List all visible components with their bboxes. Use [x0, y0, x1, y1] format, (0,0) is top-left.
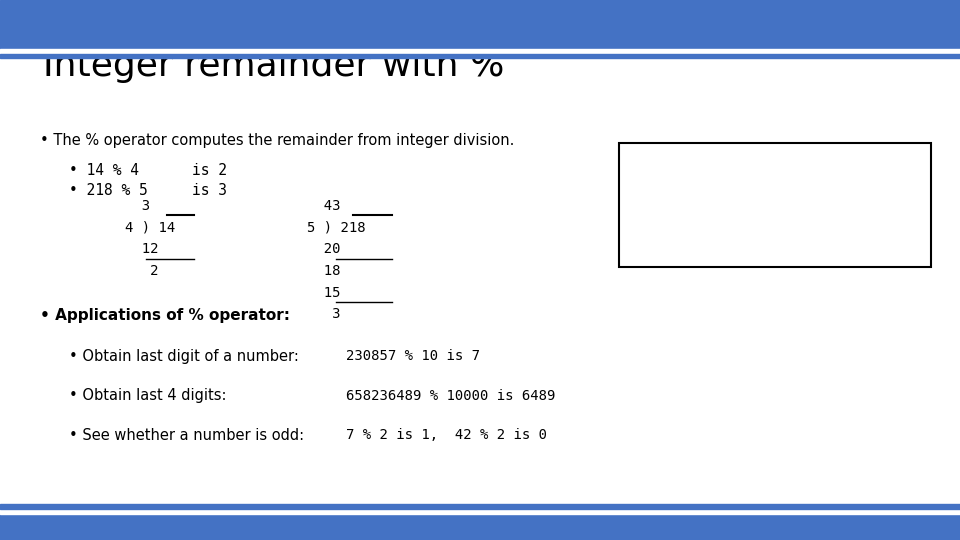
Bar: [619, 143, 931, 267]
Text: is 2: is 2: [192, 163, 227, 178]
Text: What is the result?: What is the result?: [631, 156, 804, 171]
Text: 5 ) 218: 5 ) 218: [307, 221, 366, 235]
Text: 3: 3: [307, 307, 341, 321]
Text: 3: 3: [125, 199, 150, 213]
Bar: [0, 504, 960, 509]
Text: 8 % 20: 8 % 20: [631, 228, 681, 242]
Text: 2: 2: [125, 264, 158, 278]
Text: • Obtain last digit of a number:: • Obtain last digit of a number:: [69, 349, 299, 364]
Text: 4 ) 14: 4 ) 14: [125, 221, 175, 235]
Text: 11 % 0: 11 % 0: [631, 252, 681, 266]
Text: 43: 43: [307, 199, 341, 213]
Text: 230857 % 10 is 7: 230857 % 10 is 7: [346, 349, 480, 363]
Text: is 3: is 3: [192, 183, 227, 198]
Text: • 14 % 4: • 14 % 4: [69, 163, 139, 178]
Text: 658236489 % 10000 is 6489: 658236489 % 10000 is 6489: [346, 389, 555, 403]
Text: 7 % 2 is 1,  42 % 2 is 0: 7 % 2 is 1, 42 % 2 is 0: [346, 428, 546, 442]
Text: • Obtain last 4 digits:: • Obtain last 4 digits:: [69, 388, 227, 403]
Text: 12: 12: [125, 242, 158, 256]
Text: 45 % 6: 45 % 6: [631, 180, 681, 194]
Text: • Applications of % operator:: • Applications of % operator:: [40, 308, 290, 323]
Text: 20: 20: [307, 242, 341, 256]
Text: 18: 18: [307, 264, 341, 278]
Text: • See whether a number is odd:: • See whether a number is odd:: [69, 428, 304, 443]
Bar: [0, 54, 960, 58]
Text: 2 % 2: 2 % 2: [631, 204, 673, 218]
Text: • 218 % 5: • 218 % 5: [69, 183, 148, 198]
Text: • The % operator computes the remainder from integer division.: • The % operator computes the remainder …: [40, 133, 515, 148]
Text: Integer remainder with %: Integer remainder with %: [43, 49, 505, 83]
Bar: [0, 49, 960, 54]
Bar: [0, 514, 960, 540]
Bar: [0, 0, 960, 49]
Text: 15: 15: [307, 286, 341, 300]
Bar: [0, 509, 960, 514]
